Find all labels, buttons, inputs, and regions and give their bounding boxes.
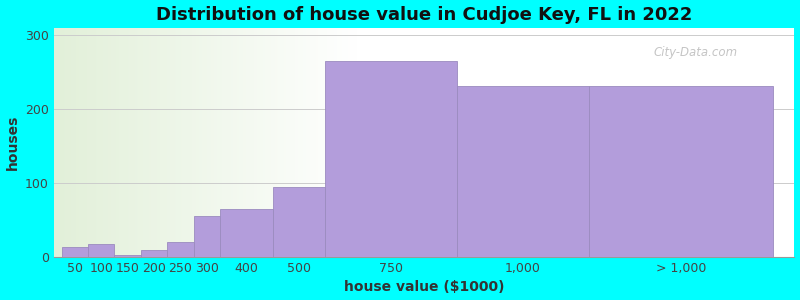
X-axis label: house value ($1000): house value ($1000) — [344, 280, 504, 294]
Bar — [194, 216, 220, 257]
Text: City-Data.com: City-Data.com — [654, 46, 738, 59]
Bar — [357, 28, 794, 257]
Bar — [141, 250, 167, 257]
Bar — [326, 61, 457, 257]
Bar — [114, 255, 141, 257]
Bar — [62, 248, 88, 257]
Bar — [589, 85, 774, 257]
Bar — [457, 85, 589, 257]
Bar — [167, 242, 194, 257]
Bar — [273, 187, 326, 257]
Bar — [88, 244, 114, 257]
Title: Distribution of house value in Cudjoe Key, FL in 2022: Distribution of house value in Cudjoe Ke… — [156, 6, 692, 24]
Y-axis label: houses: houses — [6, 115, 19, 170]
Bar — [220, 209, 273, 257]
